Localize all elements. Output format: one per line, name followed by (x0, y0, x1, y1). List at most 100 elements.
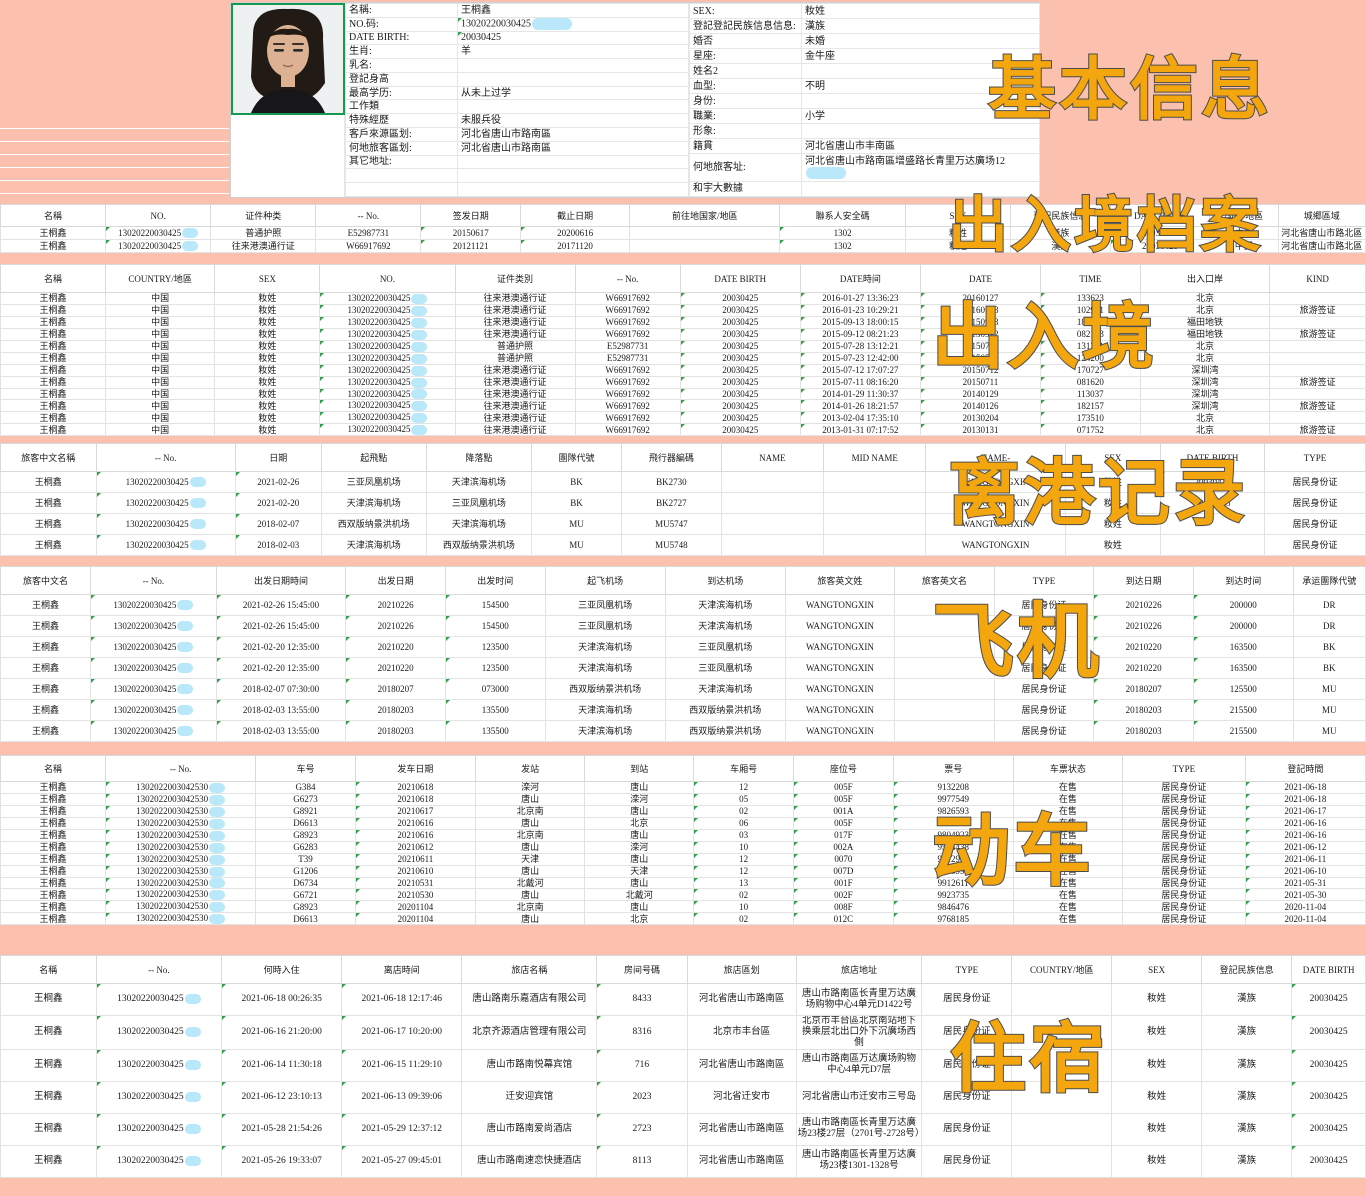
table-cell[interactable]: 唐山 (474, 864, 586, 878)
table-cell[interactable]: 迁安迎宾馆 (461, 1080, 598, 1114)
table-cell[interactable]: 往来港澳通行证 (454, 411, 576, 425)
column-header[interactable]: 到站 (584, 755, 695, 782)
column-header[interactable]: DATE BIRTH (1291, 955, 1366, 984)
table-cell[interactable]: 20210618 (354, 781, 476, 794)
field-label[interactable]: 姓名2 (689, 63, 802, 80)
table-cell[interactable]: 天津滨海机场 (664, 594, 786, 616)
table-cell[interactable]: 旅游签证 (1269, 327, 1366, 341)
table-cell[interactable]: 河北省迁安市 (686, 1080, 797, 1114)
column-header[interactable]: 车票状态 (1012, 755, 1123, 782)
table-cell[interactable]: 北戴河 (474, 876, 586, 890)
table-cell[interactable]: 073000 (444, 678, 546, 700)
table-cell[interactable]: 20201104 (354, 912, 476, 926)
table-cell[interactable]: WANGTONGXIN (784, 594, 896, 616)
table-cell[interactable]: 20030425 (679, 303, 801, 317)
table-cell[interactable]: 2021-06-18 (1244, 792, 1366, 806)
field-value[interactable]: 河北省唐山市路南區增盛路长青里万达廣场12 (801, 153, 1040, 182)
table-cell[interactable]: 13020220030425 (319, 303, 456, 317)
column-header[interactable]: 出发日期時间 (215, 566, 347, 595)
table-cell[interactable]: 182157 (1040, 399, 1141, 413)
table-cell[interactable]: 王桐鑫 (0, 1144, 97, 1178)
table-cell[interactable]: MU (530, 534, 623, 556)
table-cell[interactable]: 唐山路南乐嘉酒店有限公司 (461, 983, 598, 1016)
table-cell[interactable] (894, 720, 995, 742)
column-header[interactable]: 前往地国家/地區 (629, 204, 781, 227)
table-cell[interactable]: 唐山 (474, 816, 586, 830)
table-cell[interactable]: WANGTONGXIN (925, 534, 1066, 556)
table-cell[interactable]: 20030425 (679, 375, 801, 389)
table-cell[interactable]: 王桐鑫 (0, 423, 107, 437)
table-cell[interactable]: 西双版纳景洪机场 (320, 513, 427, 535)
table-cell[interactable]: 8316 (596, 1015, 688, 1050)
table-cell[interactable]: 旅游签证 (1269, 375, 1366, 389)
table-cell[interactable]: 旅游签证 (1269, 399, 1366, 413)
table-cell[interactable]: 唐山 (584, 828, 695, 842)
table-cell[interactable]: G8923 (255, 900, 356, 914)
column-header[interactable]: 起飛點 (320, 443, 427, 472)
table-cell[interactable]: WANGTONGXIN (784, 636, 896, 658)
table-cell[interactable] (823, 513, 927, 535)
field-value[interactable]: 王桐鑫 (457, 3, 689, 18)
table-cell[interactable]: 13020220030425 (95, 471, 236, 493)
table-cell[interactable]: 071752 (1040, 423, 1141, 437)
table-cell[interactable] (629, 226, 781, 240)
table-cell[interactable]: 2021-05-30 (1244, 888, 1366, 902)
table-cell[interactable]: 三亚凤凰机场 (320, 471, 427, 493)
field-label[interactable]: NO.码: (345, 16, 458, 32)
table-cell[interactable] (1269, 363, 1366, 377)
table-cell[interactable]: 13020220030425 (90, 720, 217, 742)
table-cell[interactable]: 2021-06-12 (1244, 840, 1366, 854)
field-label[interactable]: 名稱: (345, 3, 458, 18)
table-cell[interactable] (1269, 387, 1366, 401)
table-cell[interactable]: 居民身份证 (1121, 816, 1246, 830)
column-header[interactable]: 聯系人安全碼 (779, 204, 906, 227)
table-cell[interactable]: BK (1292, 657, 1366, 679)
table-cell[interactable]: DR (1292, 615, 1366, 637)
table-cell[interactable]: 13020220030425 (105, 226, 212, 240)
table-cell[interactable]: 王桐鑫 (0, 876, 107, 890)
table-cell[interactable]: 王桐鑫 (0, 375, 107, 389)
column-header[interactable]: 飛行器編碼 (621, 443, 722, 472)
table-cell[interactable]: 13020220030425 (95, 1144, 223, 1178)
table-cell[interactable]: 20030425 (679, 351, 801, 365)
table-cell[interactable]: 唐山 (474, 888, 586, 902)
table-cell[interactable]: 王桐鑫 (0, 339, 107, 353)
table-cell[interactable]: 王桐鑫 (0, 471, 97, 493)
table-cell[interactable]: 13020220030425 (319, 327, 456, 341)
column-header[interactable]: TYPE (993, 566, 1095, 595)
table-cell[interactable]: 20180203 (345, 720, 446, 742)
table-cell[interactable]: 籹姓 (214, 399, 321, 413)
table-cell[interactable]: 20171120 (520, 239, 631, 253)
table-cell[interactable]: 2015-07-28 13:12:21 (799, 339, 921, 353)
table-cell[interactable]: 天津滨海机场 (544, 657, 666, 679)
table-cell[interactable]: 北京市丰台區 (686, 1015, 797, 1050)
table-cell[interactable]: 20030425 (679, 292, 801, 305)
table-cell[interactable]: G6721 (255, 888, 356, 902)
table-cell[interactable]: W66917692 (574, 292, 681, 305)
table-cell[interactable]: 唐山市路南區长青里万达廣场23楼1301-1328号 (795, 1144, 923, 1178)
field-value[interactable]: 未婚 (801, 33, 1040, 50)
column-header[interactable]: NAME (720, 443, 825, 472)
table-cell[interactable]: WANGTONGXIN (784, 615, 896, 637)
table-cell[interactable]: 12 (693, 864, 794, 878)
table-cell[interactable]: 籹姓 (1111, 1015, 1203, 1050)
table-cell[interactable]: 居民身份证 (1121, 900, 1246, 914)
table-cell[interactable]: 13020220030425 (319, 339, 456, 353)
table-cell[interactable]: 20030425 (679, 387, 801, 401)
table-cell[interactable]: 唐山市路南爱尚酒店 (461, 1112, 598, 1146)
field-value[interactable] (457, 182, 689, 197)
table-cell[interactable]: 20121121 (420, 239, 522, 253)
table-cell[interactable] (1011, 1015, 1113, 1050)
table-cell[interactable]: 03 (693, 828, 794, 842)
table-cell[interactable]: 王桐鑫 (0, 912, 107, 926)
table-cell[interactable]: 王桐鑫 (0, 864, 107, 878)
table-cell[interactable]: 往来港澳通行证 (454, 423, 576, 437)
column-header[interactable]: 旅客中文名稱 (0, 443, 97, 472)
table-cell[interactable]: 8113 (596, 1144, 688, 1178)
table-cell[interactable] (1011, 983, 1113, 1016)
table-cell[interactable]: 2021-06-16 (1244, 828, 1366, 842)
table-cell[interactable]: 居民身份证 (1121, 864, 1246, 878)
table-cell[interactable]: 王桐鑫 (0, 1112, 97, 1146)
table-cell[interactable]: BK (530, 471, 623, 493)
table-cell[interactable]: 王桐鑫 (0, 615, 92, 637)
